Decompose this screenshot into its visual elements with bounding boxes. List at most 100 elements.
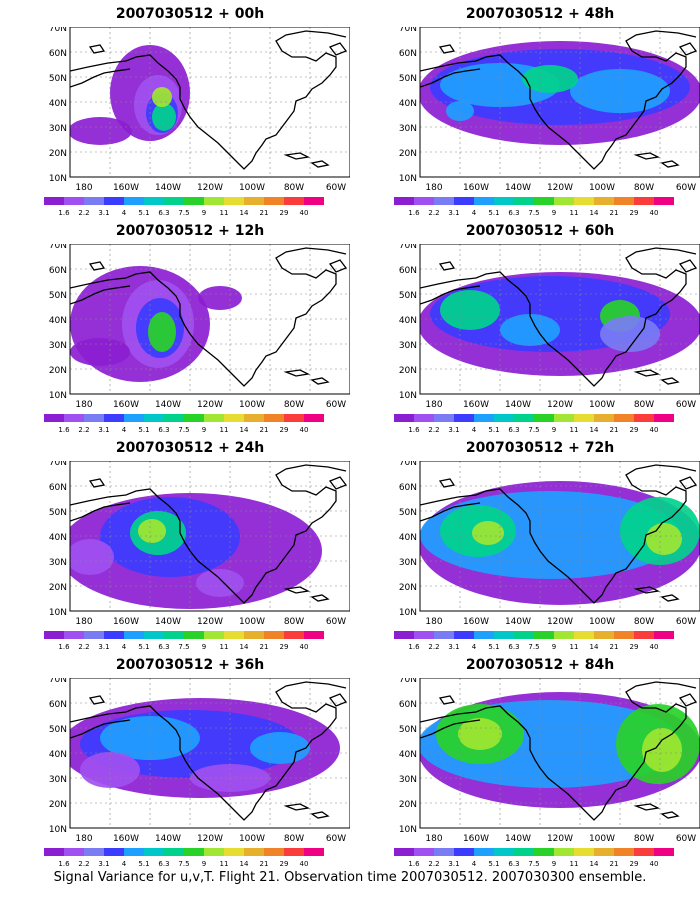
colorbar-label: 11 [220,643,229,651]
lon-tick-label: 140W [155,834,181,844]
lat-tick-label: 70N [399,461,417,468]
colorbar-swatch [104,414,124,422]
variance-contour [148,312,176,352]
colorbar-label: 5.1 [138,426,149,434]
coastline [70,247,348,387]
colorbar-swatch [474,848,494,856]
colorbar-label: 9 [552,643,556,651]
lon-tick-label: 80W [284,617,304,627]
colorbar-swatch [574,197,594,205]
colorbar-label: 2.2 [428,426,439,434]
colorbar-swatch [594,631,614,639]
lat-tick-label: 40N [49,750,67,760]
panel-title: 2007030512 + 12h [115,223,265,239]
lat-tick-label: 30N [399,341,417,351]
colorbar-label: 2.2 [78,209,89,217]
lat-tick-label: 50N [49,508,67,518]
colorbar-swatch [64,197,84,205]
lat-lon-grid [420,244,700,394]
lat-tick-label: 10N [49,174,67,184]
colorbar-swatch [414,631,434,639]
colorbar-swatch [554,631,574,639]
colorbar-swatch [184,197,204,205]
colorbar-label: 40 [650,426,659,434]
colorbar-label: 21 [610,426,619,434]
colorbar-swatch [264,631,284,639]
colorbar-label: 11 [570,426,579,434]
variance-contour [70,117,132,145]
colorbar-label: 14 [590,426,599,434]
lat-tick-label: 20N [49,583,67,593]
colorbar-label: 7.5 [178,426,189,434]
map-panel-72h: 2007030512 + 72h 70N 60N 50N 40N 30N 20N 10N 18… [380,439,700,654]
colorbar-swatch [634,848,654,856]
lat-tick-label: 60N [49,49,67,59]
colorbar-label: 14 [240,209,249,217]
lon-tick-label: 60W [676,400,696,410]
colorbar-swatch [164,848,184,856]
colorbar-swatch [204,848,224,856]
colorbar-label: 11 [570,643,579,651]
colorbar-label: 4 [472,426,477,434]
colorbar-label: 9 [202,643,206,651]
colorbar: 1.6 2.2 3.1 4 5.1 6.3 7.5 9 11 14 21 29 40 [380,848,700,872]
lon-tick-label: 100W [239,400,265,410]
lon-tick-label: 80W [634,183,654,193]
variance-contour [440,290,500,330]
colorbar-swatch [514,197,534,205]
lon-tick-label: 100W [589,400,615,410]
colorbar-swatch [204,414,224,422]
colorbar-label: 9 [552,860,556,868]
colorbar-swatch [614,197,634,205]
colorbar-swatch [554,197,574,205]
lon-tick-label: 140W [505,183,531,193]
lon-tick-label: 160W [113,834,139,844]
lat-tick-label: 50N [49,725,67,735]
lat-tick-label: 10N [399,391,417,401]
colorbar-swatch [84,631,104,639]
colorbar-swatch [84,414,104,422]
colorbar-swatch [654,414,674,422]
colorbar-label: 2.2 [78,643,89,651]
colorbar-label: 21 [260,643,269,651]
colorbar-swatch [654,197,674,205]
colorbar-swatch [104,197,124,205]
colorbar-swatch [494,197,514,205]
colorbar-label: 6.3 [508,426,519,434]
colorbar-label: 40 [650,860,659,868]
variance-contour [196,569,244,597]
colorbar-swatch [614,848,634,856]
map-frame [419,678,700,829]
lon-tick-label: 160W [113,617,139,627]
colorbar-swatch [284,848,304,856]
lon-tick-label: 140W [155,617,181,627]
colorbar-label: 7.5 [528,209,539,217]
map-area: 70N 60N 50N 40N 30N 20N 10N 180 160W 140W 120W 100W… [30,27,350,197]
lon-tick-label: 160W [463,183,489,193]
variance-contour [138,519,166,543]
variance-contour [570,69,670,113]
colorbar: 1.6 2.2 3.1 4 5.1 6.3 7.5 9 11 14 21 29 40 [380,631,700,655]
colorbar-label: 11 [220,860,229,868]
lat-tick-label: 30N [49,558,67,568]
lon-tick-label: 80W [284,183,304,193]
colorbar-label: 3.1 [448,860,459,868]
colorbar-swatch [394,631,414,639]
colorbar-swatch [184,848,204,856]
map-panel-60h: 2007030512 + 60h 70N 60N 50N 40N 30N 20N 10N 18… [380,222,700,437]
lat-tick-label: 60N [49,700,67,710]
colorbar-label: 14 [590,209,599,217]
colorbar-swatch [144,848,164,856]
lat-tick-label: 10N [49,608,67,618]
panel-title: 2007030512 + 48h [465,6,615,22]
colorbar-swatch [204,631,224,639]
colorbar-swatch [44,848,64,856]
lon-tick-label: 80W [284,400,304,410]
lat-tick-label: 20N [399,149,417,159]
colorbar-label: 1.6 [408,643,420,651]
colorbar: 1.6 2.2 3.1 4 5.1 6.3 7.5 9 11 14 21 29 40 [380,197,700,221]
lat-tick-label: 70N [49,244,67,251]
colorbar-label: 5.1 [138,643,149,651]
colorbar-swatch [144,631,164,639]
colorbar-label: 4 [472,209,477,217]
